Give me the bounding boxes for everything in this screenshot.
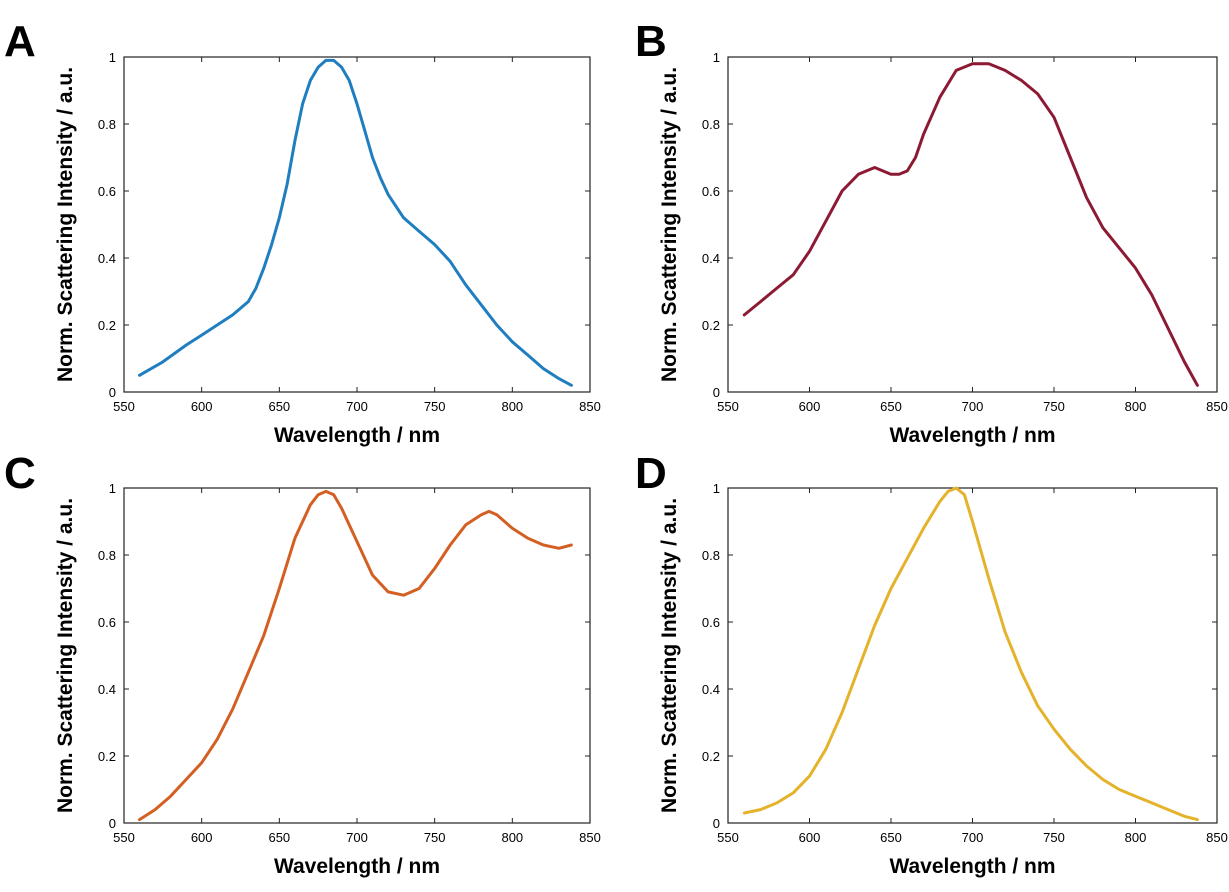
axes-frame	[727, 56, 1218, 393]
x-tick-label: 650	[880, 830, 902, 845]
spectrum-line	[742, 62, 1199, 387]
x-axis-title: Wavelength / nm	[274, 855, 440, 878]
y-axis-title: Norm. Scattering Intensity / a.u.	[54, 67, 77, 382]
y-tick-label: 0.8	[98, 117, 116, 132]
x-tick-label: 600	[191, 830, 213, 845]
x-tick-label: 650	[268, 399, 290, 414]
y-tick-label: 0.4	[702, 682, 720, 697]
y-tick-label: 0.4	[702, 251, 720, 266]
y-tick-label: 0.4	[98, 251, 116, 266]
x-tick-label: 750	[424, 399, 446, 414]
y-tick-label: 1	[109, 481, 116, 496]
x-tick-label: 600	[191, 399, 213, 414]
panel-letter: B	[635, 17, 667, 66]
y-tick-label: 1	[109, 50, 116, 65]
y-tick-label: 1	[713, 50, 720, 65]
y-tick-label: 0.4	[98, 682, 116, 697]
panel-letter: D	[635, 449, 667, 498]
x-axis-title: Wavelength / nm	[889, 855, 1055, 878]
x-tick-label: 850	[1206, 399, 1228, 414]
y-tick-label: 1	[713, 481, 720, 496]
axes-frame	[727, 487, 1218, 824]
x-tick-label: 550	[717, 830, 739, 845]
spectrum-line	[138, 58, 573, 387]
x-tick-label: 850	[1206, 830, 1228, 845]
x-tick-label: 550	[113, 399, 135, 414]
x-tick-label: 550	[717, 399, 739, 414]
x-tick-label: 800	[1125, 399, 1147, 414]
y-tick-label: 0.2	[702, 318, 720, 333]
x-axis-title: Wavelength / nm	[274, 424, 440, 447]
x-tick-label: 650	[268, 830, 290, 845]
y-tick-label: 0.2	[98, 318, 116, 333]
x-tick-label: 800	[501, 399, 523, 414]
chart-panel-a: A 550 600 650 700 750 800 850 0 0.2 0.4 0.6 0.8 1 Wave…	[4, 17, 601, 447]
spectrum-line	[742, 486, 1199, 822]
y-axis-title: Norm. Scattering Intensity / a.u.	[54, 498, 77, 813]
x-tick-label: 700	[346, 830, 368, 845]
x-tick-label: 850	[579, 399, 601, 414]
y-tick-label: 0.2	[98, 749, 116, 764]
chart-panel-c: C 550 600 650 700 750 800 850 0 0.2 0.4 0.6 0.8 1 Wave…	[4, 449, 601, 878]
x-tick-label: 850	[579, 830, 601, 845]
y-tick-label: 0.2	[702, 749, 720, 764]
chart-panel-b: B 550 600 650 700 750 800 850 0 0.2 0.4 0.6 0.8 1 Wave…	[635, 17, 1228, 447]
x-tick-label: 550	[113, 830, 135, 845]
x-tick-label: 750	[1043, 830, 1065, 845]
x-axis-title: Wavelength / nm	[889, 424, 1055, 447]
y-axis-title: Norm. Scattering Intensity / a.u.	[658, 498, 681, 813]
y-tick-label: 0.8	[702, 117, 720, 132]
panel-letter: C	[4, 449, 36, 498]
y-tick-label: 0.6	[98, 615, 116, 630]
x-tick-label: 750	[424, 830, 446, 845]
y-tick-label: 0.6	[702, 615, 720, 630]
y-tick-label: 0.8	[98, 548, 116, 563]
x-tick-label: 650	[880, 399, 902, 414]
y-tick-label: 0	[713, 816, 720, 831]
y-axis-title: Norm. Scattering Intensity / a.u.	[658, 67, 681, 382]
y-tick-label: 0.6	[98, 184, 116, 199]
panel-letter: A	[4, 17, 36, 66]
x-tick-label: 600	[799, 830, 821, 845]
x-tick-label: 700	[962, 399, 984, 414]
x-tick-label: 750	[1043, 399, 1065, 414]
spectrum-line	[138, 489, 573, 822]
y-tick-label: 0	[713, 385, 720, 400]
y-tick-label: 0.8	[702, 548, 720, 563]
y-tick-label: 0	[109, 816, 116, 831]
x-tick-label: 800	[1125, 830, 1147, 845]
x-tick-label: 800	[501, 830, 523, 845]
x-tick-label: 700	[346, 399, 368, 414]
y-tick-label: 0	[109, 385, 116, 400]
x-tick-label: 600	[799, 399, 821, 414]
x-tick-label: 700	[962, 830, 984, 845]
y-tick-label: 0.6	[702, 184, 720, 199]
chart-panel-d: D 550 600 650 700 750 800 850 0 0.2 0.4 0.6 0.8 1 Wave…	[635, 449, 1228, 878]
